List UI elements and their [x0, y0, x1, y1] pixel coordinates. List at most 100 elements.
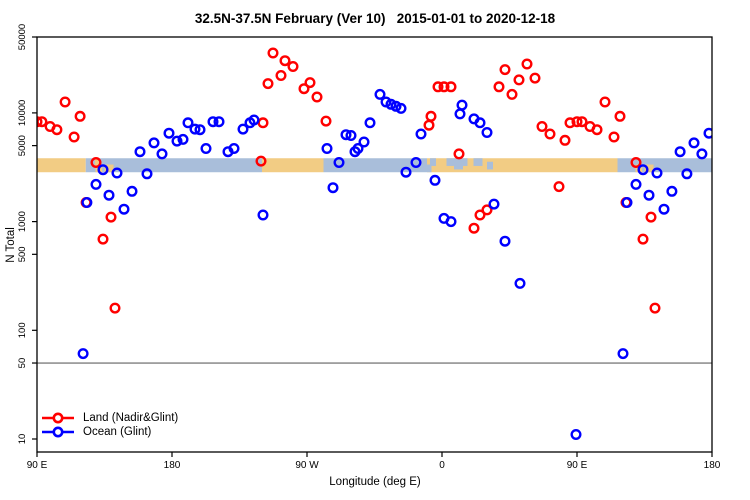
data-point-land: [468, 222, 480, 234]
legend-item-land: Land (Nadir&Glint): [40, 411, 178, 425]
data-point-land: [649, 302, 661, 314]
data-point-ocean: [666, 185, 678, 197]
data-point-ocean: [358, 136, 370, 148]
data-point-ocean: [340, 129, 352, 141]
data-point-ocean: [643, 189, 655, 201]
data-point-ocean: [97, 164, 109, 176]
legend-item-ocean: Ocean (Glint): [40, 425, 178, 439]
data-point-ocean: [617, 348, 629, 360]
data-point-ocean: [182, 117, 194, 129]
data-point-land: [453, 148, 465, 160]
data-point-land: [608, 131, 620, 143]
data-point-land: [279, 55, 291, 67]
data-point-land: [637, 233, 649, 245]
data-point-land: [536, 120, 548, 132]
ocean-series-symbol-icon: [42, 426, 74, 438]
data-point-ocean: [200, 142, 212, 154]
data-point-ocean: [345, 129, 357, 141]
data-point-ocean: [445, 216, 457, 228]
data-point-ocean: [177, 133, 189, 145]
data-point-ocean: [163, 127, 175, 139]
data-point-land: [576, 116, 588, 128]
data-point-ocean: [213, 116, 225, 128]
data-point-land: [506, 88, 518, 100]
data-point-ocean: [126, 185, 138, 197]
data-point-ocean: [156, 148, 168, 160]
chart-title: 32.5N-37.5N February (Ver 10) 2015-01-01…: [194, 11, 556, 26]
data-point-land: [564, 117, 576, 129]
y-tick-label: 10: [17, 434, 28, 445]
data-point-ocean: [352, 142, 364, 154]
data-point-land: [614, 110, 626, 122]
data-point-land: [630, 156, 642, 168]
coast-band-patch-ocean: [487, 161, 493, 170]
data-point-land: [311, 91, 323, 103]
data-point-land: [267, 47, 279, 59]
y-tick-label: 500: [17, 246, 28, 262]
x-tick-label: 180: [164, 460, 181, 471]
data-point-land: [304, 77, 316, 89]
data-point-land: [257, 117, 269, 129]
coast-band-patch-land: [104, 164, 114, 173]
coast-band-patch-land: [644, 164, 654, 173]
data-point-ocean: [134, 146, 146, 158]
data-point-land: [320, 115, 332, 127]
plot-box: [36, 36, 713, 453]
y-tick-label: 50: [17, 358, 28, 369]
data-point-ocean: [703, 127, 712, 139]
coast-band-ocean: [323, 158, 427, 173]
data-point-ocean: [570, 429, 582, 441]
data-point-land: [544, 128, 556, 140]
data-point-ocean: [488, 198, 500, 210]
legend-label-ocean: Ocean (Glint): [83, 426, 152, 438]
data-point-land: [74, 110, 86, 122]
data-point-ocean: [454, 108, 466, 120]
data-point-ocean: [474, 117, 486, 129]
data-point-ocean: [374, 88, 386, 100]
data-point-land: [109, 302, 121, 314]
data-point-ocean: [77, 348, 89, 360]
coast-band-ocean: [85, 158, 262, 173]
y-tick-label: 50000: [17, 24, 28, 50]
data-point-land: [529, 72, 541, 84]
data-point-ocean: [481, 126, 493, 138]
data-point-land: [571, 116, 583, 128]
data-point-land: [51, 124, 63, 136]
y-tick-label: 5000: [17, 135, 28, 156]
data-point-land: [553, 181, 565, 193]
data-point-ocean: [327, 182, 339, 194]
y-tick-label: 100: [17, 322, 28, 338]
x-tick-label: 0: [439, 460, 445, 471]
data-point-ocean: [248, 114, 260, 126]
data-point-land: [59, 96, 71, 108]
data-point-land: [90, 156, 102, 168]
data-point-ocean: [333, 156, 345, 168]
data-point-ocean: [364, 117, 376, 129]
data-point-ocean: [90, 178, 102, 190]
data-point-ocean: [456, 99, 468, 111]
x-tick-label: 90 W: [295, 460, 319, 471]
data-point-land: [432, 81, 444, 93]
data-point-ocean: [194, 124, 206, 136]
x-tick-label: 90 E: [567, 460, 588, 471]
coast-band-patch-land: [94, 158, 100, 166]
data-point-ocean: [681, 168, 693, 180]
data-point-ocean: [674, 146, 686, 158]
data-point-land: [425, 110, 437, 122]
data-point-ocean: [429, 174, 441, 186]
data-point-ocean: [499, 235, 511, 247]
plot-content: [37, 47, 712, 441]
data-point-ocean: [415, 128, 427, 140]
data-point-ocean: [400, 166, 412, 178]
data-point-land: [275, 69, 287, 81]
data-point-land: [513, 74, 525, 86]
data-point-ocean: [651, 167, 663, 179]
data-point-ocean: [148, 137, 160, 149]
data-point-land: [493, 81, 505, 93]
data-point-land: [591, 124, 603, 136]
x-axis-title: Longitude (deg E): [329, 476, 421, 488]
data-point-ocean: [81, 196, 93, 208]
data-point-land: [474, 209, 486, 221]
data-point-ocean: [111, 167, 123, 179]
data-point-land: [255, 155, 267, 167]
